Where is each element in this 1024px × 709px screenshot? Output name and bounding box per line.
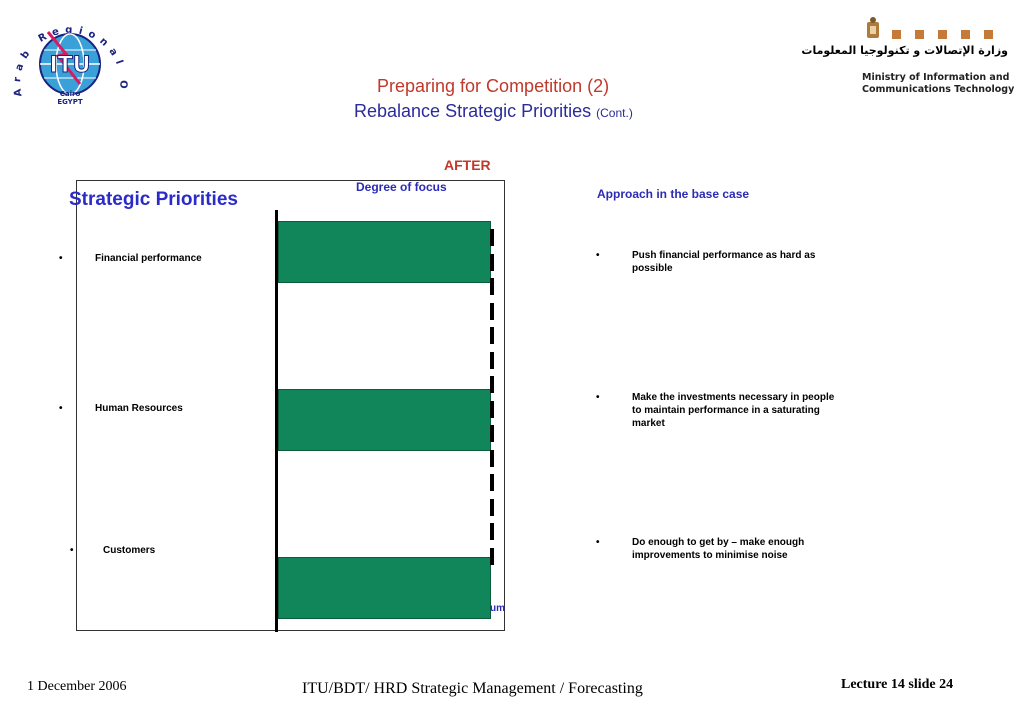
ministry-en-line2: Communications Technology [862,84,1015,95]
itu-logo: Arab Regional Office ITU Cairo EGYPT [2,0,132,108]
chart-xlabel: Degree of focus [356,180,447,194]
approach-bullet: • [596,537,600,548]
slide-title: Preparing for Competition (2) [377,76,610,96]
reference-dash [490,499,494,516]
chart-title: AFTER [444,157,491,173]
approach-bullet: • [596,250,600,261]
category-bullet: • [70,545,74,556]
category-label: Customers [103,545,156,556]
approach-bullet: • [596,392,600,403]
itu-center-text: ITU [49,53,90,78]
chart-axis [275,210,278,632]
reference-dash [490,548,494,565]
reference-line-label: um [490,603,505,614]
ministry-english-name: Ministry of Information and Communicatio… [862,72,1014,96]
reference-dash [490,278,494,295]
ministry-squares [892,30,993,39]
slide-subtitle-cont: (Cont.) [596,106,633,120]
reference-dash [490,523,494,540]
category-bullet: • [59,403,63,414]
itu-globe-icon: Arab Regional Office ITU Cairo EGYPT [2,0,123,106]
footer-slide-number: Lecture 14 slide 24 [841,677,954,692]
reference-dash [490,229,494,246]
approach-text: Make the investments necessary in people… [632,392,835,429]
category-bullet: • [59,253,63,264]
approach-text: Push financial performance as hard as po… [632,250,816,274]
itu-sub2: EGYPT [57,98,83,106]
reference-dash [490,474,494,491]
right-heading: Approach in the base case [597,187,750,201]
reference-dash [490,376,494,393]
reference-dash [490,327,494,344]
slide-subtitle-text: Rebalance Strategic Priorities [354,101,592,121]
reference-dash [490,425,494,442]
reference-dash [490,303,494,320]
category-label: Human Resources [95,403,183,414]
reference-dash [490,401,494,418]
bar-customers [278,557,491,619]
approach-text: Do enough to get by – make enough improv… [632,537,805,561]
footer-title: ITU/BDT/ HRD Strategic Management / Fore… [302,680,643,697]
ministry-en-line1: Ministry of Information and [862,72,1010,83]
ministry-arabic-name: وزارة الإتصالات و تكنولوجيا المعلومات [801,44,1008,57]
chart-frame [76,180,505,631]
reference-dash [490,450,494,467]
footer-date: 1 December 2006 [27,679,127,694]
reference-dash [490,352,494,369]
ministry-emblem-icon [867,17,879,38]
itu-sub1: Cairo [60,90,81,98]
reference-dash [490,254,494,271]
bar-financial-performance [278,221,491,283]
ministry-logo: وزارة الإتصالات و تكنولوجيا المعلومات Mi… [801,14,1018,100]
bar-human-resources [278,389,491,451]
category-label: Financial performance [95,253,202,264]
slide-subtitle: Rebalance Strategic Priorities (Cont.) [354,101,633,122]
left-heading: Strategic Priorities [69,189,238,210]
